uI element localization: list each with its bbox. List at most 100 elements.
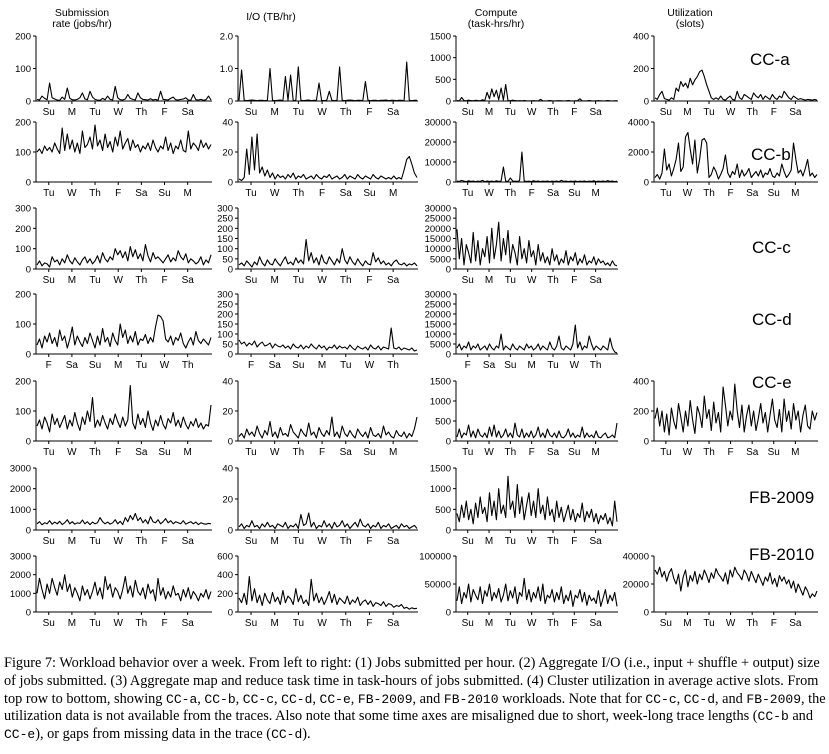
chart-cc-e-compute-xtick-label: W bbox=[484, 447, 494, 458]
chart-cc-e-utilization-xtick-label: M bbox=[791, 447, 799, 458]
chart-cc-a-submission-rate-xtick-label: Su bbox=[43, 107, 55, 118]
chart-cc-b-i-o-series-line bbox=[238, 133, 418, 182]
caption-workload-name: CC-d bbox=[281, 691, 313, 707]
chart-cc-b-submission-rate-series-line bbox=[36, 124, 212, 155]
chart-cc-c-i-o-ytick-label: 50 bbox=[222, 254, 233, 265]
chart-cc-d-i-o-ytick-label: 0 bbox=[228, 350, 233, 361]
chart-cc-d-compute-xtick-label: M bbox=[527, 360, 535, 371]
chart-cc-d-i-o-ytick-label: 300 bbox=[217, 290, 233, 301]
chart-fb-2010-utilization-xtick-label: W bbox=[726, 618, 736, 629]
chart-cc-e-compute-xtick-label: F bbox=[529, 447, 535, 458]
chart-cc-d-i-o-series-line bbox=[238, 327, 418, 352]
chart-fb-2009-submission-rate-ytick-label: 2000 bbox=[10, 484, 31, 495]
chart-cc-e-compute-xtick-label: Tu bbox=[462, 447, 473, 458]
chart-fb-2010-i-o-xtick-label: Th bbox=[340, 618, 352, 629]
chart-fb-2009-submission-rate-xtick-label: W bbox=[113, 536, 123, 547]
chart-cc-a-compute-xtick-label: Sa bbox=[590, 107, 603, 118]
chart-fb-2010-utilization-xtick-label: F bbox=[771, 618, 777, 629]
chart-cc-c-compute-ytick-label: 0 bbox=[446, 265, 451, 276]
chart-cc-c-compute-xtick-label: W bbox=[527, 275, 537, 286]
caption-workload-name: CC-c bbox=[645, 691, 677, 707]
chart-cc-e-i-o-xtick-label: Tu bbox=[245, 447, 256, 458]
chart-cc-e-utilization-ytick-label: 400 bbox=[633, 377, 649, 388]
chart-fb-2010-i-o-xtick-label: Tu bbox=[293, 618, 304, 629]
chart-cc-a-compute-xtick-label: Tu bbox=[505, 107, 516, 118]
chart-fb-2010-utilization-xtick-label: Th bbox=[746, 618, 758, 629]
chart-fb-2009-i-o-xtick-label: Su bbox=[245, 536, 257, 547]
chart-cc-e-utilization-series-line bbox=[654, 383, 818, 436]
chart-fb-2009-i-o-xtick-label: Sa bbox=[387, 536, 400, 547]
chart-cc-e-submission-rate-xtick-label: Th bbox=[89, 447, 101, 458]
chart-cc-e-i-o-series-line bbox=[238, 416, 418, 439]
chart-cc-d-i-o-ytick-label: 200 bbox=[217, 310, 233, 321]
chart-cc-d-compute-ytick-label: 15000 bbox=[425, 320, 451, 331]
chart-cc-e-compute-ytick-label: 1000 bbox=[430, 397, 451, 408]
chart-cc-b-compute-ytick-label: 20000 bbox=[425, 138, 451, 149]
chart-fb-2009-i-o-xtick-label: Th bbox=[340, 536, 352, 547]
chart-cc-d-submission-rate-ytick-label: 0 bbox=[26, 350, 31, 361]
chart-cc-c-submission-rate-ytick-label: 200 bbox=[15, 224, 31, 235]
chart-cc-b-compute-ytick-label: 0 bbox=[446, 178, 451, 189]
chart-cc-a-compute-ytick-label: 0 bbox=[446, 97, 451, 108]
chart-fb-2009-i-o-xtick-label: W bbox=[317, 536, 327, 547]
chart-cc-a-submission-rate-ytick-label: 0 bbox=[26, 97, 31, 108]
chart-cc-d-i-o-xtick-label: Sa bbox=[269, 360, 282, 371]
chart-cc-b-utilization: 0 2000 4000 Tu W Th F Sa Su M bbox=[628, 118, 818, 199]
chart-fb-2009-submission-rate-xtick-label: M bbox=[68, 536, 76, 547]
figure-caption: Figure 7: Workload behavior over a week.… bbox=[4, 655, 826, 744]
chart-cc-c-submission-rate-xtick-label: Th bbox=[136, 275, 148, 286]
chart-fb-2010-compute-xtick-label: W bbox=[527, 618, 537, 629]
chart-cc-a-i-o-ytick-label: 1.0 bbox=[220, 64, 233, 75]
caption-workload-name: CC-e bbox=[4, 727, 36, 743]
chart-cc-b-i-o-xtick-label: F bbox=[319, 188, 325, 199]
caption-text: , and bbox=[715, 690, 747, 707]
chart-cc-b-i-o-xtick-label: Sa bbox=[340, 188, 353, 199]
chart-cc-e-i-o-ytick-label: 20 bbox=[222, 407, 233, 418]
chart-fb-2010-utilization-ytick-label: 40000 bbox=[623, 552, 649, 563]
chart-fb-2010-i-o-xtick-label: Sa bbox=[387, 618, 400, 629]
chart-cc-b-compute-xtick-label: Sa bbox=[547, 188, 560, 199]
caption-text: , bbox=[312, 690, 320, 707]
caption-text: , bbox=[235, 690, 243, 707]
chart-fb-2010-compute-xtick-label: Tu bbox=[505, 618, 516, 629]
chart-fb-2010-compute-ytick-label: 100000 bbox=[419, 552, 451, 563]
chart-cc-a-utilization-xtick-label: Sa bbox=[789, 107, 802, 118]
chart-cc-d-i-o-ytick-label: 50 bbox=[222, 340, 233, 351]
chart-cc-e-utilization: 0 200 400 Tu W Th F Sa Su M bbox=[633, 377, 818, 458]
chart-cc-c-submission-rate-ytick-label: 100 bbox=[15, 244, 31, 255]
chart-fb-2010-i-o-series-line bbox=[238, 575, 418, 610]
chart-cc-a-submission-rate-ytick-label: 200 bbox=[15, 32, 31, 43]
chart-cc-d-submission-rate-xtick-label: W bbox=[160, 360, 170, 371]
chart-fb-2010-submission-rate: 0 1000 2000 3000 Su M Tu W Th F Sa bbox=[10, 552, 212, 629]
chart-cc-e-i-o-xtick-label: M bbox=[389, 447, 397, 458]
chart-cc-e-utilization-xtick-label: Tu bbox=[660, 447, 671, 458]
chart-fb-2010-compute: 0 50000 100000 Su M Tu W Th F Sa bbox=[419, 552, 618, 629]
chart-cc-c-submission-rate-xtick-label: Tu bbox=[89, 275, 100, 286]
chart-cc-e-submission-rate-ytick-label: 200 bbox=[15, 377, 31, 388]
chart-fb-2010-submission-rate-series-line bbox=[36, 574, 212, 602]
chart-cc-a-i-o-xtick-label: Su bbox=[245, 107, 257, 118]
chart-cc-d-compute-ytick-label: 25000 bbox=[425, 300, 451, 311]
chart-cc-c-submission-rate-xtick-label: M bbox=[68, 275, 76, 286]
chart-cc-e-compute-xtick-label: Th bbox=[505, 447, 517, 458]
chart-fb-2010-compute-xtick-label: Sa bbox=[590, 618, 603, 629]
chart-cc-c-i-o-ytick-label: 250 bbox=[217, 214, 233, 225]
chart-cc-c-compute-ytick-label: 10000 bbox=[425, 244, 451, 255]
chart-cc-a-i-o-ytick-label: 2.0 bbox=[220, 32, 233, 43]
chart-cc-a-compute-ytick-label: 500 bbox=[435, 75, 451, 86]
chart-cc-e-utilization-xtick-label: W bbox=[683, 447, 693, 458]
chart-cc-e-i-o-xtick-label: F bbox=[319, 447, 325, 458]
chart-cc-b-utilization-ytick-label: 4000 bbox=[628, 118, 649, 129]
chart-fb-2010-utilization-series-line bbox=[654, 566, 818, 599]
chart-cc-e-compute-xtick-label: Su bbox=[568, 447, 580, 458]
caption-text: , bbox=[350, 690, 358, 707]
chart-cc-b-i-o-xtick-label: W bbox=[270, 188, 280, 199]
chart-fb-2009-submission-rate-xtick-label: Su bbox=[43, 536, 55, 547]
chart-cc-a-submission-rate: 0 100 200 Su M Tu W Th F Sa bbox=[15, 32, 212, 118]
chart-fb-2009-compute-ytick-label: 0 bbox=[446, 526, 451, 537]
row-label-cc-a: CC-a bbox=[750, 50, 790, 69]
chart-cc-e-submission-rate-xtick-label: Tu bbox=[43, 447, 54, 458]
chart-cc-d-submission-rate-xtick-label: Su bbox=[89, 360, 101, 371]
chart-fb-2009-submission-rate-ytick-label: 1000 bbox=[10, 505, 31, 516]
